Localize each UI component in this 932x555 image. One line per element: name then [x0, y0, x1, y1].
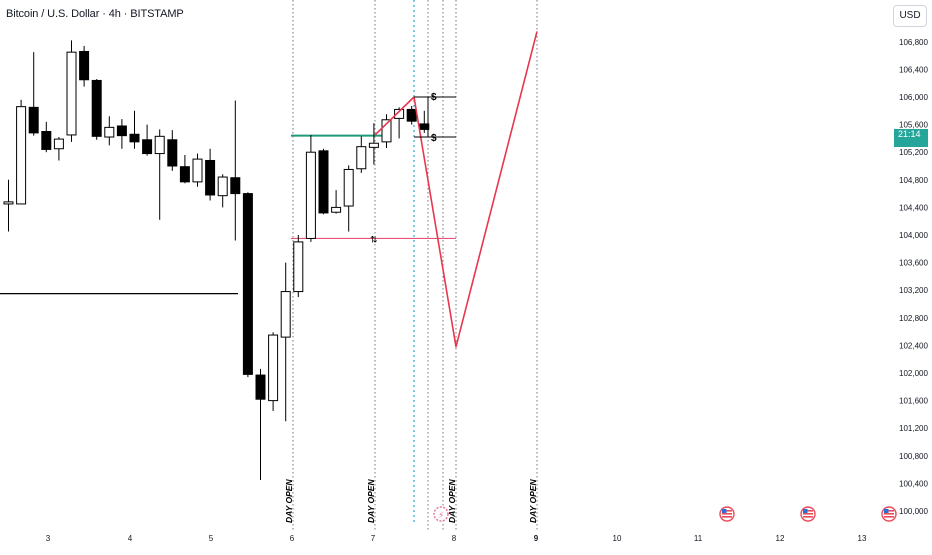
candle-down[interactable]	[255, 374, 266, 400]
y-tick-label: 102,800	[899, 314, 928, 323]
candle-down[interactable]	[406, 108, 417, 122]
y-tick-label: 103,200	[899, 286, 928, 295]
x-tick-label: 12	[776, 534, 785, 543]
y-tick-label: 102,400	[899, 341, 928, 350]
us-flag-stripe	[722, 516, 732, 518]
chart-title: Bitcoin / U.S. Dollar · 4h · BITSTAMP	[6, 8, 184, 20]
current-price-tag: 21:14	[894, 129, 928, 147]
candle-down[interactable]	[142, 139, 153, 155]
split-glyph: ⚡	[438, 510, 444, 520]
us-flag-canton	[722, 509, 727, 513]
y-tick-label: 106,000	[899, 93, 928, 102]
us-flag-stripe	[722, 510, 732, 512]
candle-up[interactable]	[16, 106, 27, 205]
day-open-label: DAY OPEN	[528, 479, 538, 523]
candle-up[interactable]	[394, 108, 405, 119]
icons-layer: ⚡	[433, 506, 897, 522]
candle-up[interactable]	[217, 176, 228, 197]
us-flag-stripe	[884, 513, 894, 515]
candle-down[interactable]	[167, 139, 178, 167]
us-flag-stripe	[722, 513, 732, 515]
x-tick-label: 4	[128, 534, 133, 543]
y-tick-label: 104,800	[899, 176, 928, 185]
us-flag-stripe	[884, 510, 894, 512]
day-open-label: DAY OPEN	[366, 479, 376, 523]
day-open-label: DAY OPEN	[447, 479, 457, 523]
candle-up[interactable]	[3, 201, 14, 205]
y-tick-label: 105,200	[899, 148, 928, 157]
candle-up[interactable]	[268, 334, 279, 402]
candle-up[interactable]	[368, 142, 379, 148]
candle-down[interactable]	[230, 177, 241, 195]
us-flag-stripe	[803, 510, 813, 512]
candle-up[interactable]	[280, 291, 291, 338]
axis-layer: 106,800 106,400 106,000 105,600 105,200 104,8…	[46, 38, 929, 543]
candle-up[interactable]	[356, 146, 367, 170]
y-tick-label: 106,800	[899, 38, 928, 47]
candle-down[interactable]	[28, 106, 39, 134]
candle-down[interactable]	[91, 79, 102, 137]
dollar-marker-bottom: $	[431, 133, 437, 144]
us-flag-stripe	[803, 516, 813, 518]
candle-down[interactable]	[79, 50, 90, 81]
y-tick-label: 101,600	[899, 397, 928, 406]
x-tick-label: 13	[858, 534, 867, 543]
currency-button[interactable]: USD	[893, 5, 927, 27]
candle-up[interactable]	[154, 135, 165, 155]
candle-down[interactable]	[41, 131, 52, 150]
candle-down[interactable]	[318, 150, 329, 214]
levels-layer	[0, 134, 456, 295]
x-tick-label: 8	[452, 534, 457, 543]
x-tick-label: 9	[534, 534, 539, 543]
drawings-layer[interactable]: $ $ ⇅ DAY OPEN DAY OPEN DAY OPEN DAY OPEN	[284, 31, 538, 523]
y-tick-label: 101,200	[899, 424, 928, 433]
candle-down[interactable]	[242, 193, 253, 375]
projection-path[interactable]	[374, 31, 538, 348]
candles-layer[interactable]	[3, 40, 430, 480]
candle-up[interactable]	[104, 126, 115, 138]
x-tick-label: 10	[613, 534, 622, 543]
vertical-lines-layer	[292, 0, 538, 530]
y-tick-label: 102,000	[899, 369, 928, 378]
x-tick-label: 7	[371, 534, 376, 543]
candle-down[interactable]	[205, 159, 216, 196]
countdown-label: 21:14	[898, 129, 921, 139]
candle-up[interactable]	[192, 158, 203, 183]
y-tick-label: 100,400	[899, 479, 928, 488]
candle-down[interactable]	[419, 123, 430, 130]
candle-down[interactable]	[179, 166, 190, 183]
x-tick-label: 6	[290, 534, 295, 543]
x-tick-label: 5	[209, 534, 214, 543]
y-tick-label: 106,400	[899, 65, 928, 74]
y-tick-label: 103,600	[899, 259, 928, 268]
candle-up[interactable]	[53, 138, 64, 150]
candle-up[interactable]	[331, 206, 342, 213]
us-flag-stripe	[884, 516, 894, 518]
us-flag-canton	[884, 509, 889, 513]
y-tick-label: 100,000	[899, 507, 928, 516]
y-tick-label: 104,400	[899, 203, 928, 212]
y-tick-label: 100,800	[899, 452, 928, 461]
x-tick-label: 3	[46, 534, 51, 543]
y-tick-label: 104,000	[899, 231, 928, 240]
candle-down[interactable]	[129, 133, 140, 143]
candle-up[interactable]	[66, 51, 77, 136]
dollar-marker-top: $	[431, 92, 437, 103]
x-tick-label: 11	[694, 534, 703, 543]
swap-icon: ⇅	[370, 234, 378, 244]
candle-up[interactable]	[343, 168, 354, 207]
us-flag-stripe	[803, 513, 813, 515]
candle-up[interactable]	[305, 151, 316, 239]
us-flag-canton	[803, 509, 808, 513]
y-tick-label: 105,600	[899, 121, 928, 130]
candle-up[interactable]	[381, 119, 392, 143]
day-open-label: DAY OPEN	[284, 479, 294, 523]
split-event-icon[interactable]	[433, 506, 449, 522]
candle-down[interactable]	[116, 125, 127, 137]
candle-up[interactable]	[293, 241, 304, 293]
